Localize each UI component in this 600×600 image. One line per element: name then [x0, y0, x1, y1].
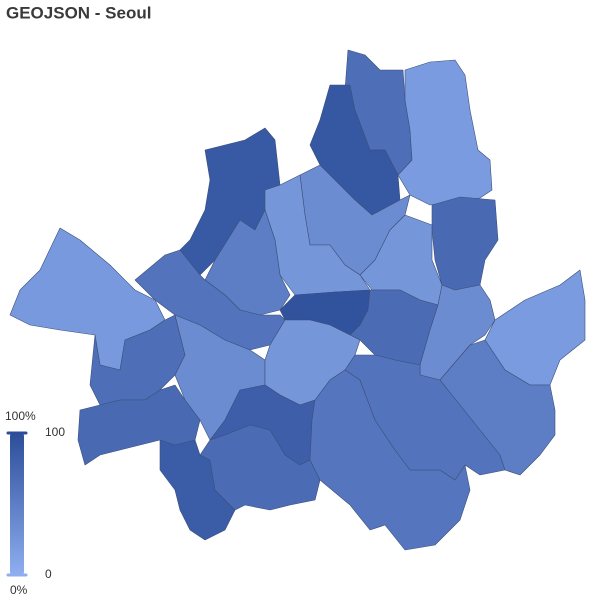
map-title: GEOJSON - Seoul [6, 3, 151, 22]
district [431, 196, 499, 291]
legend-bar [10, 433, 24, 575]
district [439, 339, 556, 476]
legend-tick-label: 0 [45, 567, 52, 581]
legend-top-label: 100% [5, 409, 36, 423]
district [397, 59, 493, 206]
legend: 100% 0% 0 100 [5, 409, 65, 597]
legend-tick-label: 100 [45, 425, 65, 439]
district [159, 439, 236, 541]
regions [9, 49, 586, 551]
legend-bottom-label: 0% [10, 583, 28, 597]
